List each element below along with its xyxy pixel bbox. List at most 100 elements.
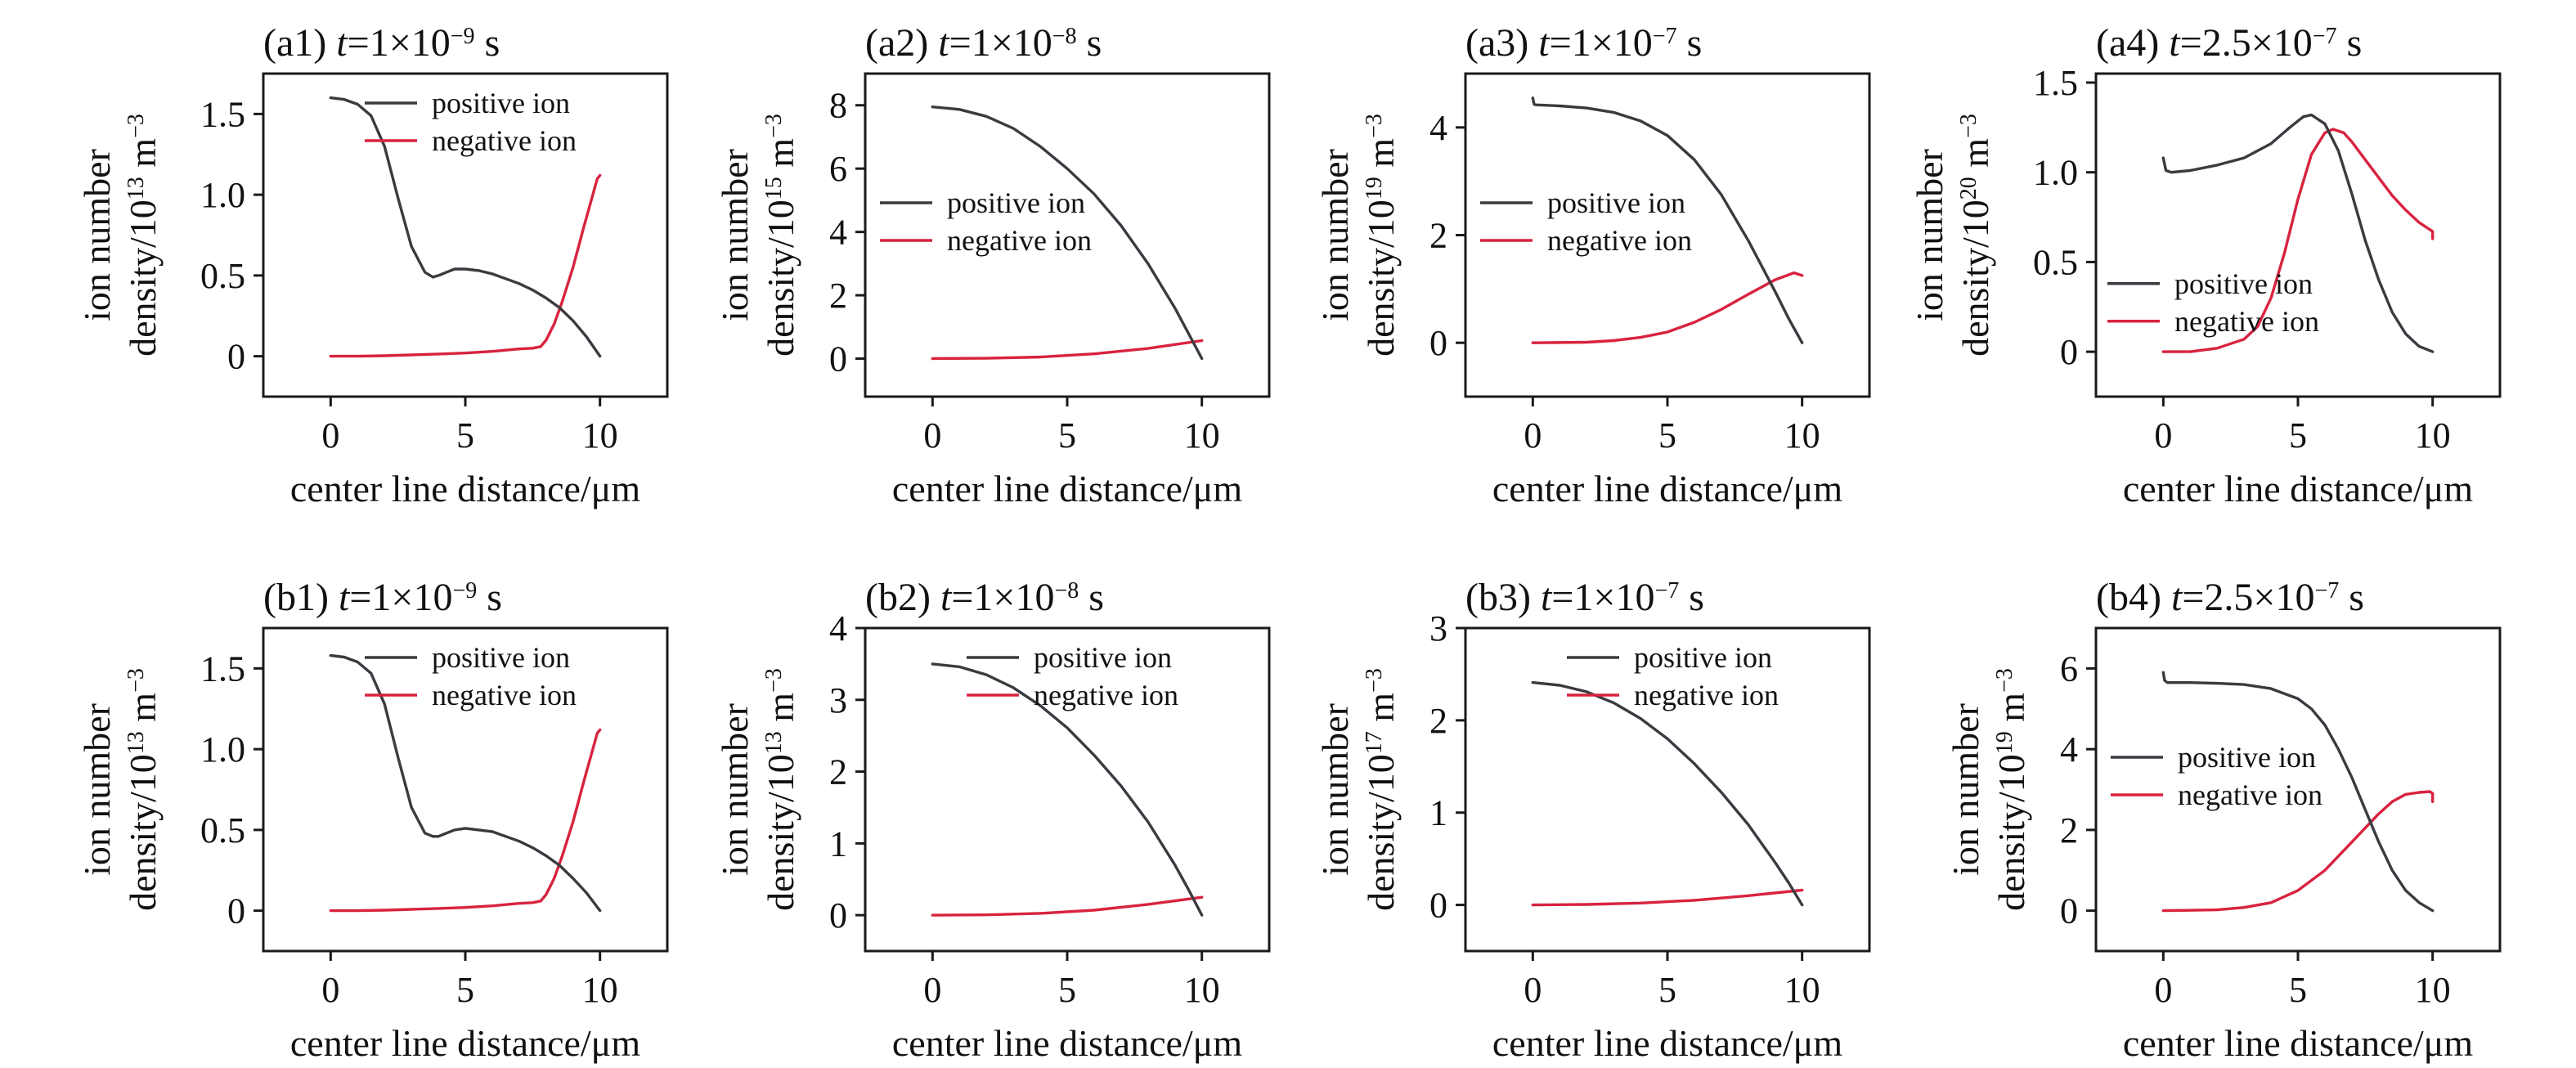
legend-label-positive-ion: positive ion <box>2178 741 2316 774</box>
y-tick-label: 3 <box>1429 608 1447 648</box>
plot-frame <box>262 626 669 953</box>
x-tick-label: 0 <box>1524 415 1542 455</box>
plot-frame <box>262 72 669 398</box>
x-tick-label: 10 <box>1784 970 1820 1010</box>
x-tick-label: 0 <box>923 415 941 455</box>
y-tick-label: 4 <box>2060 729 2078 770</box>
y-tick-label: 0 <box>829 339 847 379</box>
series-line-negative-ion <box>931 895 1204 917</box>
panel-title: (a1) t=1×10−9 s <box>263 21 500 65</box>
series-line-negative-ion <box>329 173 602 358</box>
legend-label-positive-ion: positive ion <box>432 87 570 119</box>
panel-title: (b2) t=1×10−8 s <box>865 576 1104 619</box>
y-tick-label: 0 <box>227 337 245 377</box>
y-tick-label: 0 <box>2060 891 2078 931</box>
panel-title: (a2) t=1×10−8 s <box>865 21 1102 65</box>
y-tick-label: 1.0 <box>2033 153 2078 193</box>
x-tick-label: 5 <box>1658 415 1676 455</box>
y-tick-label: 1.5 <box>200 94 245 134</box>
legend-label-negative-ion: negative ion <box>947 224 1092 257</box>
x-axis-label: center line distance/μm <box>892 1022 1242 1064</box>
x-tick-label: 0 <box>2154 415 2172 455</box>
y-axis-label-line2: density/1013 m−3 <box>122 668 164 911</box>
legend-label-negative-ion: negative ion <box>1547 224 1692 257</box>
legend-label-negative-ion: negative ion <box>1034 679 1178 711</box>
x-axis-label: center line distance/μm <box>2123 1022 2473 1064</box>
x-tick-label: 0 <box>321 970 339 1010</box>
y-tick-label: 6 <box>829 149 847 189</box>
y-tick-label: 4 <box>1429 108 1447 148</box>
panel-title: (b1) t=1×10−9 s <box>263 576 502 619</box>
x-tick-label: 5 <box>1058 415 1076 455</box>
x-axis-label: center line distance/μm <box>1492 1022 1842 1064</box>
y-tick-label: 0 <box>1429 886 1447 926</box>
legend-label-positive-ion: positive ion <box>1634 641 1772 674</box>
panel-b2: (b2) t=1×10−8 s 0 5 10 0 1 2 3 4 center line dist… <box>714 576 1271 1064</box>
x-tick-label: 10 <box>582 415 618 455</box>
y-axis-label-line1: ion number <box>76 703 118 876</box>
series-line-positive-ion <box>329 96 602 358</box>
y-axis-label-line2: density/1019 m−3 <box>1990 668 2032 911</box>
x-tick-label: 0 <box>923 970 941 1010</box>
y-axis-label-line2: density/1017 m−3 <box>1360 668 1402 911</box>
y-tick-label: 1.5 <box>200 648 245 689</box>
x-tick-label: 5 <box>456 970 474 1010</box>
panel-title: (b4) t=2.5×10−7 s <box>2096 576 2364 619</box>
series-line-negative-ion <box>1531 888 1804 907</box>
panel-a3: (a3) t=1×10−7 s 0 5 10 0 2 4 center line distan… <box>1314 21 1871 509</box>
y-tick-label: 2 <box>2060 810 2078 850</box>
panel-title: (a3) t=1×10−7 s <box>1465 21 1702 65</box>
x-axis-label: center line distance/μm <box>290 468 640 509</box>
y-tick-label: 2 <box>829 752 847 792</box>
y-axis-label-line1: ion number <box>1314 703 1356 876</box>
x-tick-label: 10 <box>1784 415 1820 455</box>
legend-label-negative-ion: negative ion <box>2174 305 2319 338</box>
y-tick-label: 0 <box>227 891 245 931</box>
panel-title: (b3) t=1×10−7 s <box>1465 576 1704 619</box>
legend-label-positive-ion: positive ion <box>432 641 570 674</box>
x-tick-label: 0 <box>321 415 339 455</box>
y-tick-label: 0 <box>1429 323 1447 363</box>
y-tick-label: 0.5 <box>200 256 245 296</box>
x-tick-label: 10 <box>582 970 618 1010</box>
y-tick-label: 0.5 <box>2033 242 2078 282</box>
y-axis-label-line1: ion number <box>1909 149 1950 321</box>
x-tick-label: 10 <box>1184 415 1220 455</box>
x-tick-label: 10 <box>2415 970 2451 1010</box>
x-tick-label: 0 <box>1524 970 1542 1010</box>
panel-title: (a4) t=2.5×10−7 s <box>2096 21 2362 65</box>
legend-label-positive-ion: positive ion <box>1034 641 1172 674</box>
series-line-positive-ion <box>2161 113 2435 353</box>
series-line-negative-ion <box>2161 790 2435 913</box>
x-tick-label: 5 <box>1658 970 1676 1010</box>
y-tick-label: 1.0 <box>200 729 245 770</box>
y-axis-label-line1: ion number <box>76 149 118 321</box>
y-tick-label: 1.0 <box>200 175 245 215</box>
panel-a1: (a1) t=1×10−9 s 0 5 10 0 0.5 1.0 1.5 center line… <box>76 21 669 509</box>
panel-a4: (a4) t=2.5×10−7 s 0 5 10 0 0.5 1.0 1.5 center li… <box>1909 21 2502 509</box>
x-axis-label: center line distance/μm <box>2123 468 2473 509</box>
series-line-positive-ion <box>1531 96 1804 344</box>
legend-label-positive-ion: positive ion <box>947 186 1085 219</box>
series-line-positive-ion <box>2161 671 2435 913</box>
y-tick-label: 2 <box>1429 701 1447 741</box>
x-tick-label: 10 <box>1184 970 1220 1010</box>
legend-label-negative-ion: negative ion <box>2178 779 2322 811</box>
x-axis-label: center line distance/μm <box>892 468 1242 509</box>
legend-label-negative-ion: negative ion <box>432 679 577 711</box>
x-tick-label: 10 <box>2415 415 2451 455</box>
panel-b1: (b1) t=1×10−9 s 0 5 10 0 0.5 1.0 1.5 center line… <box>76 576 669 1064</box>
y-tick-label: 2 <box>1429 216 1447 256</box>
y-tick-label: 1.5 <box>2033 63 2078 103</box>
legend-label-negative-ion: negative ion <box>432 124 577 157</box>
y-tick-label: 1 <box>829 823 847 864</box>
y-tick-label: 3 <box>829 680 847 720</box>
y-tick-label: 1 <box>1429 793 1447 833</box>
x-tick-label: 5 <box>456 415 474 455</box>
y-axis-label-line1: ion number <box>714 703 756 876</box>
series-line-negative-ion <box>1531 271 1804 344</box>
legend-label-positive-ion: positive ion <box>2174 267 2313 300</box>
x-tick-label: 0 <box>2154 970 2172 1010</box>
y-tick-label: 4 <box>829 213 847 253</box>
series-line-negative-ion <box>931 339 1204 361</box>
